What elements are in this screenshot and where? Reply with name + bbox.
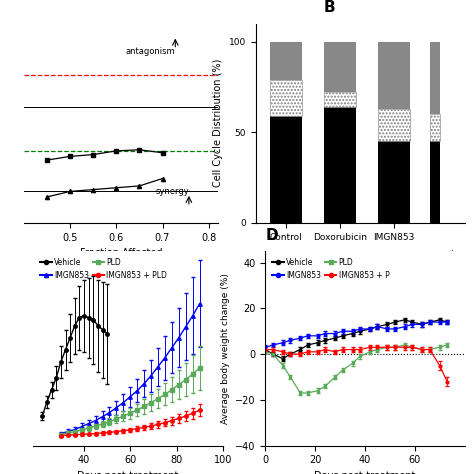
Bar [430, 141, 439, 223]
Text: I
D: I D [448, 250, 454, 269]
Bar [270, 42, 302, 80]
Bar [378, 42, 410, 109]
Bar [270, 80, 302, 116]
Bar [270, 116, 302, 223]
Text: antagonism: antagonism [126, 46, 175, 55]
Bar [430, 42, 439, 114]
Legend: Vehicle, IMGN853, PLD, IMGN853 + PLD: Vehicle, IMGN853, PLD, IMGN853 + PLD [37, 255, 170, 283]
X-axis label: Days post-treatment: Days post-treatment [314, 471, 416, 474]
Y-axis label: Average body weight change (%): Average body weight change (%) [221, 273, 230, 424]
Legend: Vehicle, IMGN853, PLD, IMGN853 + P: Vehicle, IMGN853, PLD, IMGN853 + P [269, 255, 392, 283]
Text: B: B [323, 0, 335, 15]
Bar [378, 109, 410, 141]
Bar [430, 114, 439, 141]
X-axis label: Fraction Affected: Fraction Affected [80, 248, 162, 258]
Bar [324, 107, 356, 223]
Bar [324, 42, 356, 92]
X-axis label: Days post-treatment: Days post-treatment [77, 471, 179, 474]
Bar [324, 92, 356, 107]
Bar [378, 141, 410, 223]
Text: D: D [265, 228, 278, 243]
Text: synergy: synergy [155, 187, 189, 196]
Y-axis label: Cell Cycle Distribution (%): Cell Cycle Distribution (%) [213, 59, 223, 187]
